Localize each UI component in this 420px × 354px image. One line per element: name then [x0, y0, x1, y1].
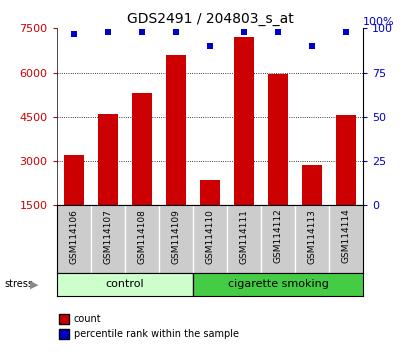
Title: GDS2491 / 204803_s_at: GDS2491 / 204803_s_at	[126, 12, 294, 26]
Bar	[302, 166, 323, 205]
Text: count: count	[74, 314, 101, 324]
Text: GSM114106: GSM114106	[69, 209, 78, 264]
Point	[275, 29, 281, 35]
Text: stress: stress	[4, 279, 33, 289]
Text: GSM114114: GSM114114	[342, 209, 351, 263]
Point	[207, 43, 213, 49]
Point	[309, 43, 315, 49]
Point	[105, 29, 111, 35]
Text: GSM114109: GSM114109	[171, 209, 181, 264]
Text: cigarette smoking: cigarette smoking	[228, 279, 328, 289]
Bar	[166, 55, 186, 205]
Text: GSM114110: GSM114110	[205, 209, 215, 264]
Point	[139, 29, 145, 35]
Text: GSM114113: GSM114113	[308, 209, 317, 264]
Text: percentile rank within the sample: percentile rank within the sample	[74, 329, 239, 339]
Bar	[97, 114, 118, 205]
Bar	[336, 115, 357, 205]
Point	[343, 29, 349, 35]
Bar	[268, 74, 289, 205]
Point	[241, 29, 247, 35]
Bar	[234, 37, 254, 205]
Bar	[131, 93, 152, 205]
Text: GSM114112: GSM114112	[274, 209, 283, 263]
Bar	[63, 155, 84, 205]
Point	[173, 29, 179, 35]
Point	[71, 31, 77, 36]
Text: ▶: ▶	[30, 279, 39, 289]
Bar	[200, 180, 220, 205]
Text: GSM114108: GSM114108	[137, 209, 146, 264]
Text: GSM114111: GSM114111	[239, 209, 249, 264]
Bar	[57, 273, 193, 296]
Text: GSM114107: GSM114107	[103, 209, 112, 264]
Text: control: control	[105, 279, 144, 289]
Text: 100%: 100%	[363, 17, 395, 27]
